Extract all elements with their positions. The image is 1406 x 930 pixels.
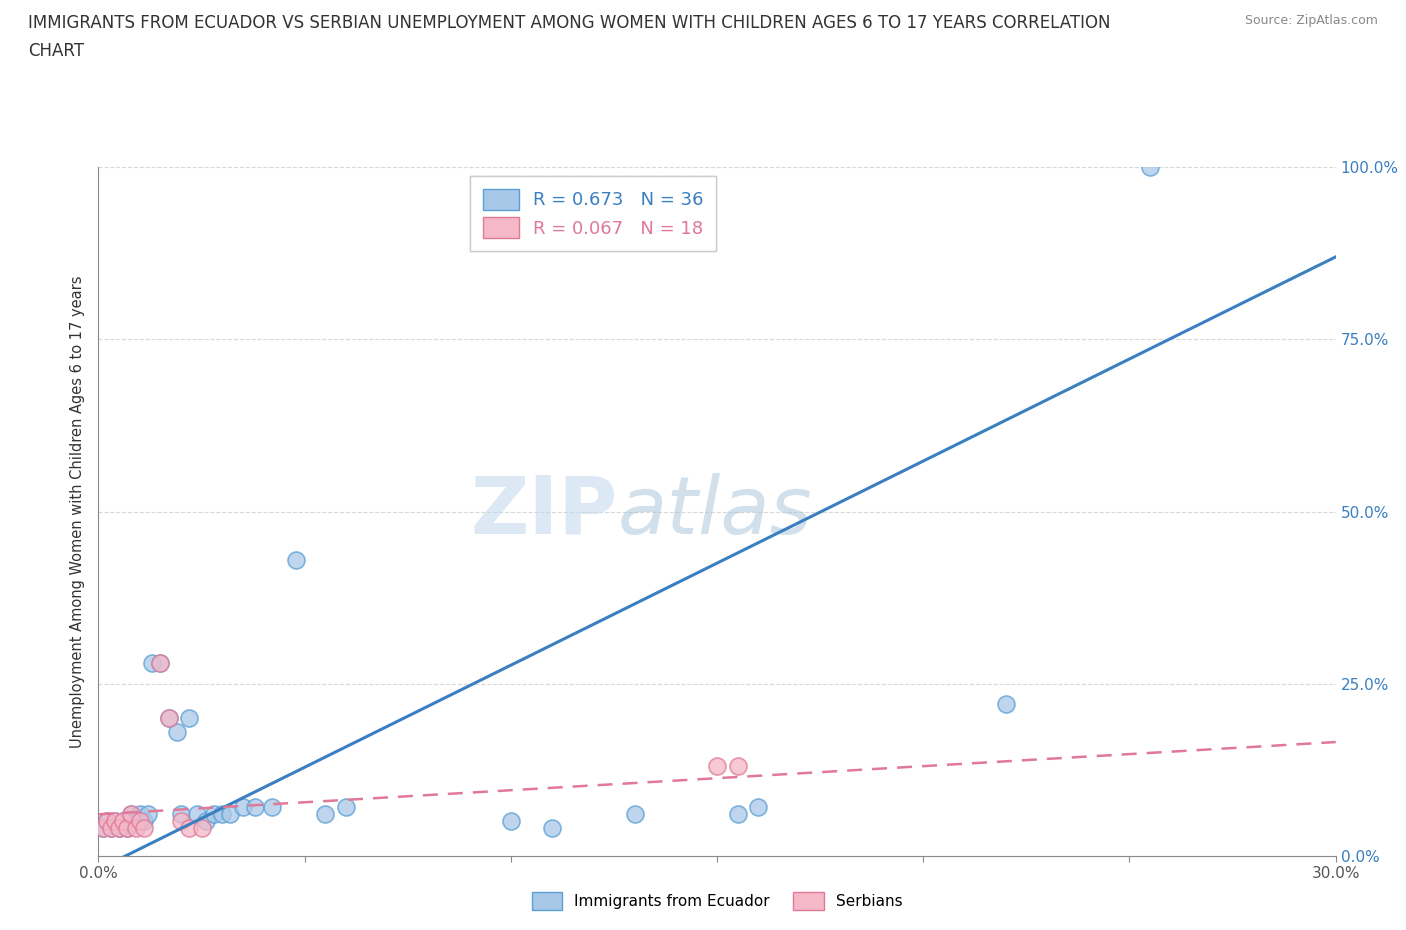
Point [128,814,150,829]
Text: CHART: CHART [28,42,84,60]
Point [706,759,728,774]
Point [124,820,146,835]
Point [541,820,564,835]
Point [117,820,139,835]
Point [91,820,114,835]
Text: IMMIGRANTS FROM ECUADOR VS SERBIAN UNEMPLOYMENT AMONG WOMEN WITH CHILDREN AGES 6: IMMIGRANTS FROM ECUADOR VS SERBIAN UNEMP… [28,14,1111,32]
Point [335,800,357,815]
Point [232,800,254,815]
Point [149,656,172,671]
Point [112,814,135,829]
Point [1139,160,1161,175]
Point [128,807,150,822]
Legend: Immigrants from Ecuador, Serbians: Immigrants from Ecuador, Serbians [524,884,910,918]
Point [994,697,1017,711]
Point [141,656,163,671]
Point [124,814,146,829]
Point [186,807,208,822]
Point [166,724,188,739]
Point [623,807,645,822]
Point [91,820,114,835]
Point [96,814,118,829]
Point [179,820,201,835]
Point [194,814,217,829]
Point [100,820,122,835]
Point [132,820,155,835]
Point [727,759,749,774]
Point [96,814,118,829]
Point [117,820,139,835]
Point [112,814,135,829]
Point [132,814,155,829]
Point [136,807,159,822]
Text: Source: ZipAtlas.com: Source: ZipAtlas.com [1244,14,1378,27]
Point [157,711,180,725]
Point [100,820,122,835]
Point [170,807,193,822]
Point [170,814,193,829]
Point [219,807,242,822]
Point [190,820,212,835]
Point [499,814,522,829]
Point [104,814,127,829]
Point [727,807,749,822]
Y-axis label: Unemployment Among Women with Children Ages 6 to 17 years: Unemployment Among Women with Children A… [69,275,84,748]
Point [149,656,172,671]
Point [179,711,201,725]
Point [202,807,225,822]
Point [120,807,142,822]
Text: ZIP: ZIP [471,472,619,551]
Text: atlas: atlas [619,472,813,551]
Point [157,711,180,725]
Point [108,820,131,835]
Point [314,807,336,822]
Point [243,800,266,815]
Legend: R = 0.673   N = 36, R = 0.067   N = 18: R = 0.673 N = 36, R = 0.067 N = 18 [470,177,717,251]
Point [747,800,769,815]
Point [120,807,142,822]
Point [285,552,308,567]
Point [211,807,233,822]
Point [260,800,283,815]
Point [108,820,131,835]
Point [104,814,127,829]
